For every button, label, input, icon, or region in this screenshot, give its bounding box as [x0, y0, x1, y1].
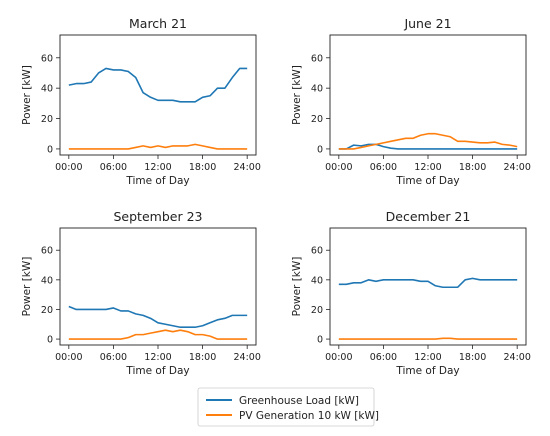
y-tick-label: 20 — [311, 305, 323, 316]
x-tick-label: 00:00 — [325, 352, 352, 363]
y-tick-label: 40 — [41, 84, 53, 95]
x-tick-label: 18:00 — [189, 352, 216, 363]
x-tick-label: 12:00 — [414, 162, 441, 173]
y-tick-label: 60 — [41, 53, 53, 64]
series-line-greenhouse-load-kw — [68, 67, 248, 103]
subplot-title: September 23 — [114, 209, 203, 224]
x-tick-label: 00:00 — [55, 352, 82, 363]
y-tick-label: 0 — [317, 335, 323, 346]
legend-box — [197, 387, 375, 427]
y-tick-label: 0 — [317, 144, 323, 155]
legend-label-pv-generation: PV Generation 10 kW [kW] — [239, 410, 379, 422]
y-tick-label: 60 — [311, 53, 323, 64]
x-tick-label: 24:00 — [503, 162, 530, 173]
x-tick-label: 00:00 — [325, 162, 352, 173]
x-tick-label: 24:00 — [503, 352, 530, 363]
series-line-greenhouse-load-kw — [338, 143, 518, 150]
y-tick-label: 0 — [47, 335, 53, 346]
subplot-june-21: June 21 00:00 06:00 12:00 18:00 24:00 0 20 40 60 T… — [291, 16, 531, 187]
series-line-pv-generation-10-kw-kw — [68, 329, 248, 340]
x-axis-label: Time of Day — [395, 175, 459, 187]
y-tick-label: 20 — [41, 305, 53, 316]
x-axis-label: Time of Day — [125, 365, 189, 377]
subplot-title: December 21 — [386, 209, 471, 224]
legend: Greenhouse Load [kW] PV Generation 10 kW… — [197, 387, 379, 427]
series-line-greenhouse-load-kw — [338, 277, 518, 289]
subplot-september-23: September 23 00:00 06:00 12:00 18:00 24:00 0 20… — [21, 209, 261, 377]
y-tick-label: 40 — [311, 275, 323, 286]
y-tick-label: 60 — [311, 246, 323, 257]
x-tick-label: 06:00 — [370, 352, 397, 363]
y-tick-label: 60 — [41, 246, 53, 257]
x-tick-label: 18:00 — [459, 162, 486, 173]
x-tick-label: 06:00 — [100, 162, 127, 173]
x-tick-label: 24:00 — [233, 352, 260, 363]
y-tick-label: 40 — [41, 275, 53, 286]
y-tick-label: 40 — [311, 84, 323, 95]
x-tick-label: 24:00 — [233, 162, 260, 173]
x-axis-label: Time of Day — [395, 365, 459, 377]
x-tick-label: 12:00 — [414, 352, 441, 363]
subplot-title: June 21 — [403, 16, 451, 31]
x-tick-label: 12:00 — [144, 162, 171, 173]
y-axis-label: Power [kW] — [291, 257, 303, 317]
series-line-greenhouse-load-kw — [68, 305, 248, 329]
x-tick-label: 00:00 — [55, 162, 82, 173]
subplot-title: March 21 — [129, 16, 187, 31]
series-line-pv-generation-10-kw-kw — [338, 337, 518, 340]
x-axis-label: Time of Day — [125, 175, 189, 187]
x-tick-label: 06:00 — [370, 162, 397, 173]
x-tick-label: 18:00 — [459, 352, 486, 363]
subplot-march-21: March 21 00:00 06:00 12:00 18:00 24:00 0 20 40 60… — [21, 16, 261, 187]
y-tick-label: 20 — [311, 114, 323, 125]
x-tick-label: 12:00 — [144, 352, 171, 363]
y-tick-label: 0 — [47, 144, 53, 155]
legend-label-greenhouse-load: Greenhouse Load [kW] — [239, 395, 359, 407]
subplot-december-21: December 21 00:00 06:00 12:00 18:00 24:00 0 20 4… — [291, 209, 531, 377]
series-line-pv-generation-10-kw-kw — [68, 143, 248, 150]
y-axis-label: Power [kW] — [291, 65, 303, 125]
y-axis-label: Power [kW] — [21, 65, 33, 125]
y-axis-label: Power [kW] — [21, 257, 33, 317]
series-line-pv-generation-10-kw-kw — [338, 132, 518, 150]
x-tick-label: 18:00 — [189, 162, 216, 173]
x-tick-label: 06:00 — [100, 352, 127, 363]
y-tick-label: 20 — [41, 114, 53, 125]
